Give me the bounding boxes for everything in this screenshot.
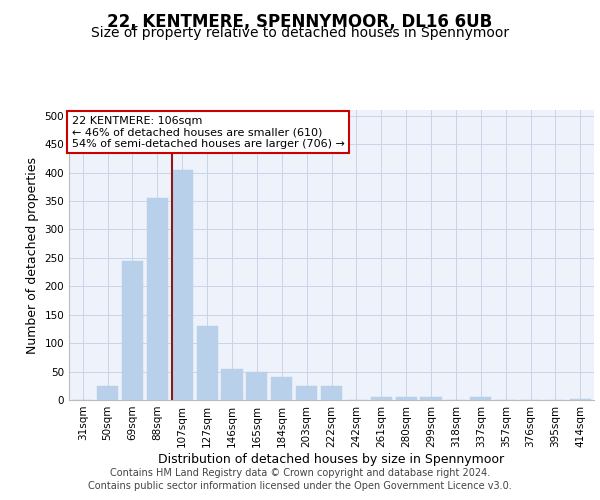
- Bar: [371, 397, 392, 400]
- Text: 22, KENTMERE, SPENNYMOOR, DL16 6UB: 22, KENTMERE, SPENNYMOOR, DL16 6UB: [107, 12, 493, 30]
- Bar: [122, 260, 143, 400]
- Bar: [197, 326, 218, 400]
- Bar: [395, 397, 417, 400]
- Bar: [221, 368, 242, 400]
- Bar: [172, 170, 193, 400]
- Y-axis label: Number of detached properties: Number of detached properties: [26, 156, 39, 354]
- Text: Contains HM Land Registry data © Crown copyright and database right 2024.: Contains HM Land Registry data © Crown c…: [110, 468, 490, 477]
- Text: Size of property relative to detached houses in Spennymoor: Size of property relative to detached ho…: [91, 26, 509, 40]
- Text: 22 KENTMERE: 106sqm
← 46% of detached houses are smaller (610)
54% of semi-detac: 22 KENTMERE: 106sqm ← 46% of detached ho…: [71, 116, 344, 149]
- Bar: [246, 372, 268, 400]
- X-axis label: Distribution of detached houses by size in Spennymoor: Distribution of detached houses by size …: [158, 452, 505, 466]
- Bar: [570, 399, 591, 400]
- Bar: [97, 386, 118, 400]
- Bar: [321, 386, 342, 400]
- Bar: [296, 386, 317, 400]
- Bar: [470, 397, 491, 400]
- Bar: [421, 397, 442, 400]
- Bar: [147, 198, 168, 400]
- Bar: [271, 378, 292, 400]
- Text: Contains public sector information licensed under the Open Government Licence v3: Contains public sector information licen…: [88, 481, 512, 491]
